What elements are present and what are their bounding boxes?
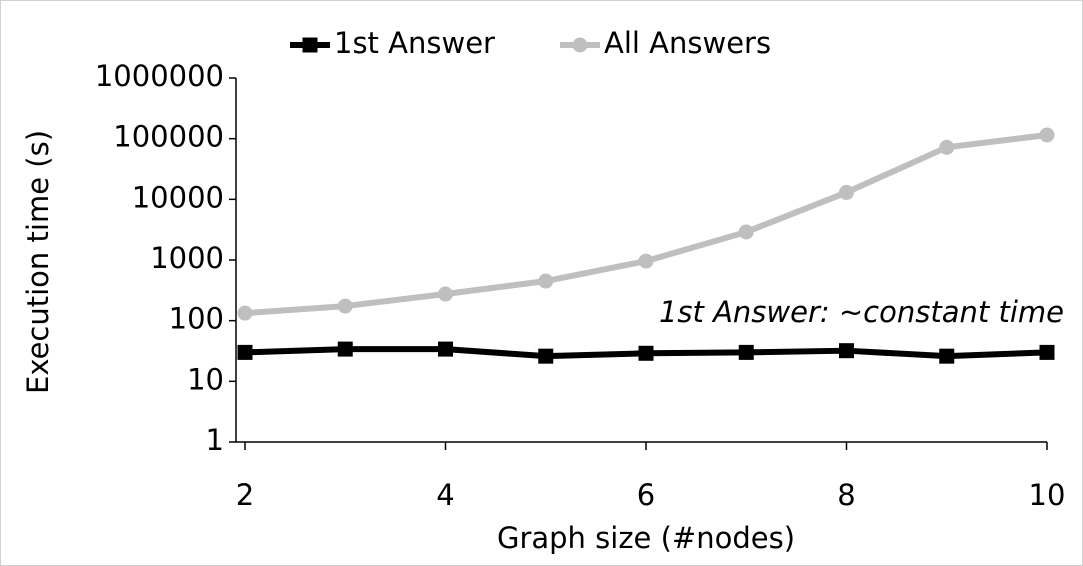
marker <box>237 305 253 321</box>
x-tick-label: 2 <box>236 478 254 512</box>
marker <box>839 184 854 200</box>
y-tick-label: 100 <box>169 302 224 336</box>
x-tick-label: 4 <box>436 478 454 512</box>
marker <box>939 348 955 364</box>
marker <box>1039 344 1055 360</box>
y-tick-label: 1 <box>206 423 224 457</box>
y-axis-title: Execution time (s) <box>21 130 55 394</box>
marker <box>337 341 353 357</box>
marker <box>538 348 554 364</box>
x-tick-label: 8 <box>837 478 855 512</box>
marker <box>939 139 955 155</box>
marker <box>1039 127 1055 143</box>
legend-marker <box>302 37 318 53</box>
y-tick-label: 100000 <box>113 120 224 154</box>
marker <box>538 273 554 289</box>
marker <box>738 224 754 240</box>
marker <box>638 345 654 361</box>
marker <box>638 253 654 269</box>
x-tick-label: 6 <box>637 478 655 512</box>
annotation: 1st Answer: ~constant time <box>659 295 1064 329</box>
y-tick-label: 10 <box>187 362 224 396</box>
marker <box>438 286 453 302</box>
legend-label: 1st Answer <box>334 26 495 60</box>
y-tick-label: 1000000 <box>95 59 224 93</box>
y-tick-label: 10000 <box>132 180 224 214</box>
x-tick-label: 10 <box>1029 478 1066 512</box>
marker <box>337 298 353 314</box>
marker <box>738 344 754 360</box>
marker <box>839 343 854 359</box>
legend-label: All Answers <box>604 26 771 60</box>
y-tick-label: 1000 <box>150 241 224 275</box>
marker <box>237 344 253 360</box>
marker <box>438 341 453 357</box>
x-axis-title: Graph size (#nodes) <box>497 521 795 555</box>
legend-marker <box>572 37 588 53</box>
